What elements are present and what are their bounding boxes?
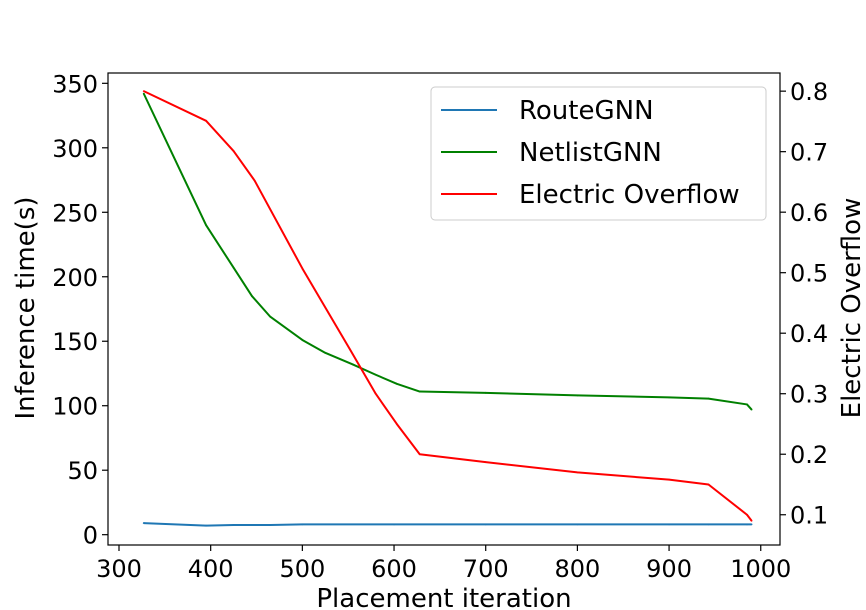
- data-point-routegnn: [576, 523, 579, 526]
- y2-axis-title: Electric Overflow: [837, 198, 866, 419]
- data-point-electric-overflow: [232, 150, 235, 152]
- data-point-routegnn: [484, 523, 487, 526]
- data-point-netlistgnn: [142, 92, 145, 95]
- data-point-electric-overflow: [301, 267, 304, 270]
- data-point-routegnn: [205, 524, 207, 527]
- y-tick-label: 100: [52, 393, 98, 421]
- y-tick-label: 50: [67, 457, 98, 485]
- x-tick-label: 300: [96, 555, 142, 583]
- plot-frame: [107, 72, 781, 546]
- data-point-routegnn: [746, 523, 748, 526]
- data-point-electric-overflow: [418, 453, 421, 456]
- x-axis-ticks: 300 400 500 600 700 800 900 1000: [96, 545, 791, 583]
- data-point-electric-overflow: [374, 392, 377, 395]
- data-point-electric-overflow: [668, 478, 670, 481]
- data-point-netlistgnn: [301, 339, 304, 341]
- data-point-electric-overflow: [484, 461, 487, 463]
- data-point-netlistgnn: [707, 397, 710, 400]
- y2-tick-label: 0.7: [790, 139, 828, 167]
- y2-tick-label: 0.6: [790, 199, 828, 227]
- data-point-electric-overflow: [205, 119, 207, 122]
- y-tick-label: 250: [52, 199, 98, 227]
- data-point-electric-overflow: [253, 179, 256, 182]
- x-tick-label: 400: [188, 555, 234, 583]
- data-point-netlistgnn: [374, 373, 377, 376]
- y2-tick-label: 0.2: [790, 441, 828, 469]
- data-point-routegnn: [232, 524, 235, 526]
- legend-box: [430, 86, 767, 221]
- data-point-netlistgnn: [269, 315, 272, 318]
- data-point-electric-overflow: [395, 423, 398, 425]
- y-tick-label: 300: [52, 135, 98, 163]
- data-point-netlistgnn: [351, 363, 354, 366]
- legend-label-netlistgnn: NetlistGNN: [519, 138, 662, 168]
- x-tick-label: 500: [279, 555, 325, 583]
- y-tick-label: 200: [52, 264, 98, 292]
- y2-tick-label: 0.8: [790, 78, 828, 106]
- x-tick-label: 1000: [730, 555, 791, 583]
- data-point-netlistgnn: [576, 394, 579, 397]
- legend: RouteGNN NetlistGNN Electric Overflow: [430, 86, 767, 221]
- y2-tick-label: 0.4: [790, 320, 828, 348]
- x-tick-label: 800: [554, 555, 600, 583]
- data-point-routegnn: [142, 522, 145, 524]
- data-point-electric-overflow: [142, 90, 145, 93]
- data-point-electric-overflow: [349, 348, 351, 351]
- y-tick-label: 150: [52, 328, 98, 356]
- data-point-netlistgnn: [750, 408, 753, 411]
- data-point-netlistgnn: [746, 403, 748, 406]
- x-axis-title: Placement iteration: [316, 584, 571, 610]
- data-point-netlistgnn: [251, 295, 253, 298]
- data-point-routegnn: [668, 523, 670, 526]
- data-point-routegnn: [750, 523, 753, 526]
- data-point-netlistgnn: [324, 351, 327, 354]
- data-point-routegnn: [301, 523, 304, 526]
- y2-axis-ticks: 0.1 0.2 0.3 0.4 0.5 0.6 0.7 0.8: [780, 78, 828, 530]
- x-tick-label: 700: [463, 555, 509, 583]
- legend-label-routegnn: RouteGNN: [519, 96, 654, 126]
- data-point-netlistgnn: [418, 390, 421, 393]
- y-tick-label: 0: [83, 522, 98, 550]
- data-point-electric-overflow: [576, 471, 579, 474]
- data-point-netlistgnn: [395, 382, 398, 385]
- y2-tick-label: 0.5: [790, 260, 828, 288]
- series-layer: [142, 90, 753, 527]
- data-point-netlistgnn: [484, 391, 487, 394]
- y2-tick-label: 0.1: [790, 502, 828, 530]
- data-point-electric-overflow: [746, 513, 748, 516]
- x-tick-label: 600: [371, 555, 417, 583]
- data-point-netlistgnn: [205, 224, 207, 227]
- legend-label-electric-overflow: Electric Overflow: [519, 180, 740, 210]
- y-tick-label: 350: [52, 70, 98, 98]
- data-point-netlistgnn: [668, 396, 670, 399]
- y2-tick-label: 0.3: [790, 381, 828, 409]
- x-tick-label: 900: [646, 555, 692, 583]
- data-point-routegnn: [269, 524, 272, 526]
- data-point-routegnn: [707, 523, 710, 526]
- series-line-routegnn: [143, 522, 752, 527]
- data-point-electric-overflow: [707, 483, 710, 486]
- data-point-routegnn: [393, 523, 395, 526]
- y-axis-ticks: 0 50 100 150 200 250 300 350: [52, 70, 108, 550]
- y-axis-title: Inference time(s): [11, 196, 41, 419]
- data-point-netlistgnn: [232, 266, 235, 269]
- data-point-electric-overflow: [750, 519, 753, 522]
